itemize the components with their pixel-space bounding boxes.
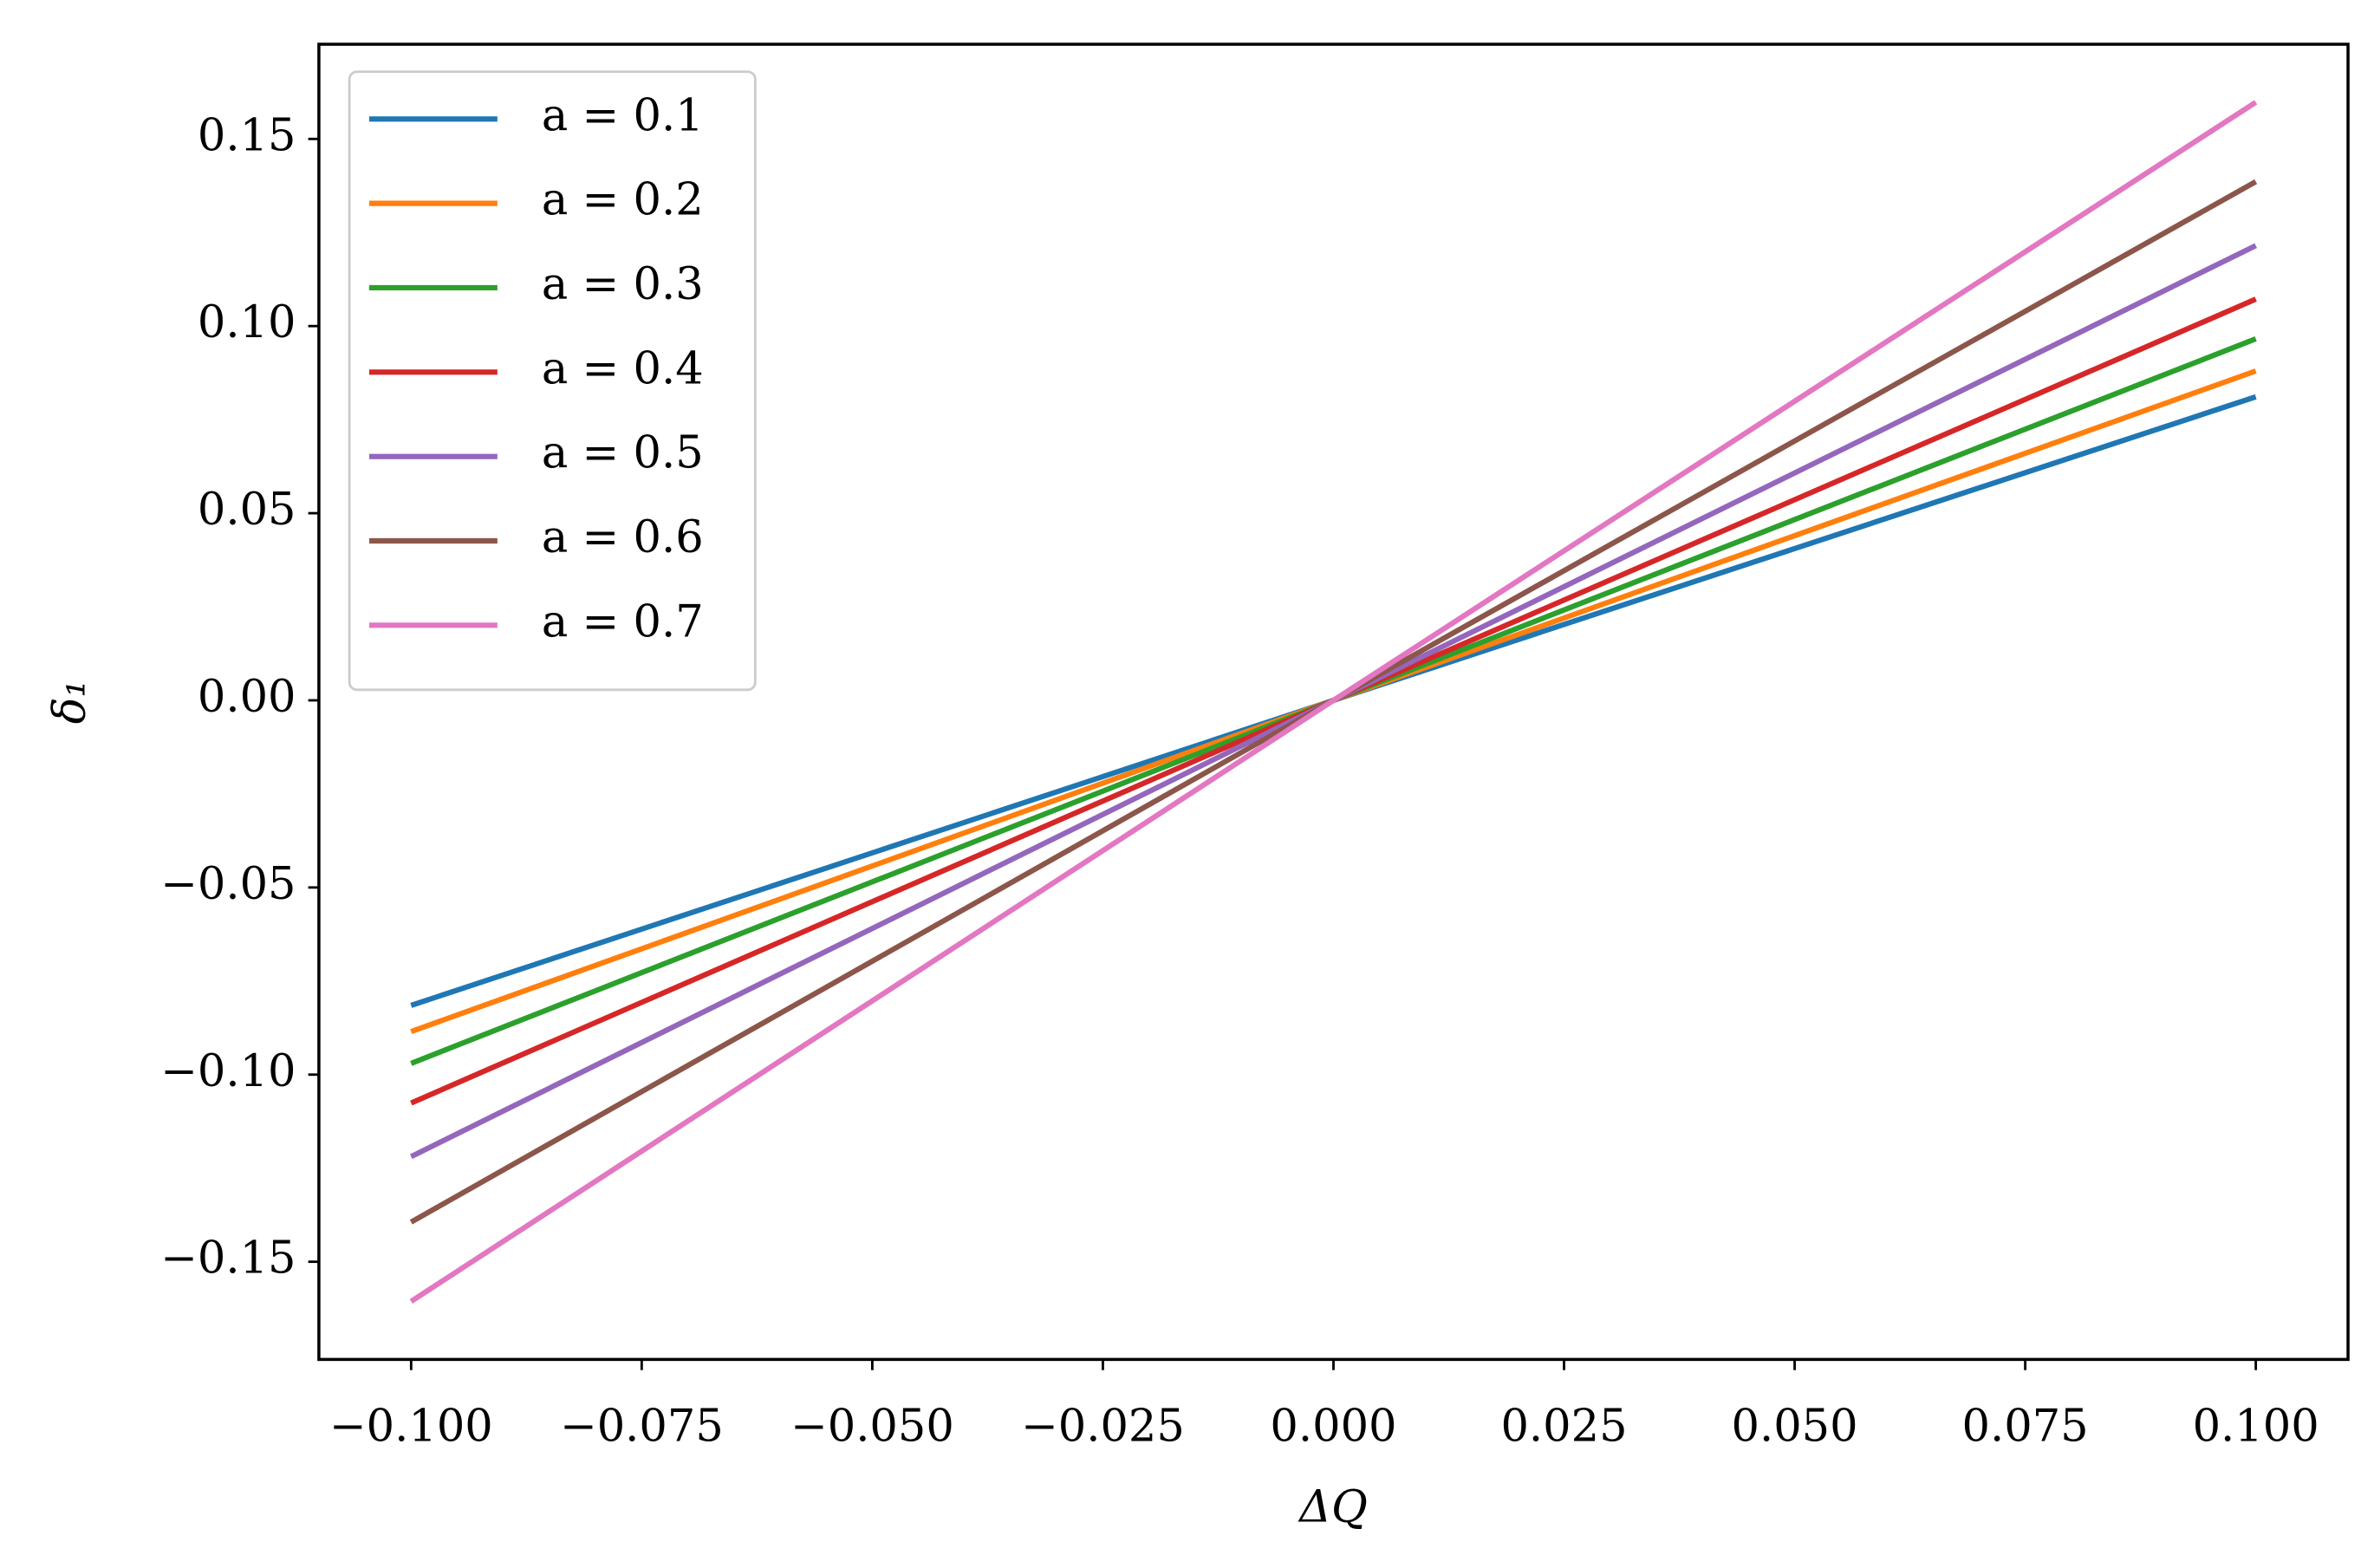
- y-tick-label: 0.10: [198, 297, 296, 348]
- x-tick-label: −0.050: [790, 1401, 954, 1452]
- legend-label: a = 0.1: [542, 90, 704, 141]
- legend-label: a = 0.4: [542, 343, 704, 394]
- y-tick-label: 0.05: [198, 485, 296, 536]
- x-tick-label: 0.075: [1962, 1401, 2089, 1452]
- legend-box: [348, 70, 757, 692]
- y-tick-label: 0.00: [198, 672, 296, 723]
- legend-label: a = 0.3: [542, 259, 704, 310]
- legend-label: a = 0.2: [542, 175, 704, 226]
- y-tick-label: −0.10: [160, 1046, 296, 1097]
- y-tick-label: 0.15: [198, 110, 296, 161]
- series-line: [409, 100, 2258, 1304]
- x-tick-label: 0.025: [1500, 1401, 1627, 1452]
- x-tick-label: 0.000: [1270, 1401, 1396, 1452]
- y-tick-label: −0.15: [160, 1233, 296, 1285]
- y-axis-label: δ₁: [45, 680, 96, 724]
- x-tick-label: −0.025: [1021, 1401, 1185, 1452]
- legend-label: a = 0.6: [542, 512, 704, 563]
- x-tick-label: 0.050: [1732, 1401, 1858, 1452]
- x-tick-label: 0.100: [2193, 1401, 2319, 1452]
- legend-label: a = 0.5: [542, 428, 704, 479]
- legend-label: a = 0.7: [542, 596, 704, 647]
- x-tick-label: −0.100: [329, 1401, 493, 1452]
- x-tick-label: −0.075: [560, 1401, 724, 1452]
- y-tick-label: −0.05: [160, 859, 296, 910]
- x-axis-label: ΔQ: [1298, 1482, 1368, 1533]
